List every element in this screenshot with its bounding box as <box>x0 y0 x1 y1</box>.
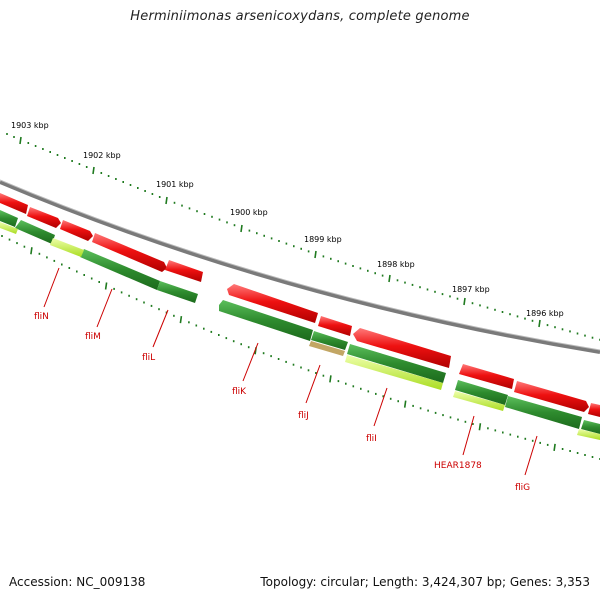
forward-cds[interactable] <box>318 316 352 336</box>
gene-label-flin[interactable]: fliN <box>34 312 49 322</box>
leader-line <box>242 342 259 382</box>
leader-line <box>43 267 60 308</box>
reverse-cds[interactable] <box>347 344 446 383</box>
accession-label: Accession: NC_009138 <box>9 575 146 589</box>
reverse-cds[interactable] <box>581 420 600 434</box>
scale-labels: 1903 kbp 1902 kbp 1901 kbp 1900 kbp 1899… <box>11 121 564 318</box>
leader-line <box>524 435 538 476</box>
label-leaders <box>43 267 538 476</box>
forward-cds[interactable] <box>92 233 167 272</box>
forward-cds[interactable] <box>514 381 589 412</box>
reverse-cds[interactable] <box>311 331 348 350</box>
lime-feature <box>577 429 600 440</box>
scale-label-1899: 1899 kbp <box>304 235 342 244</box>
lime-feature <box>345 355 443 390</box>
gene-labels: fliN fliM fliL fliK fliJ fliI HEAR1878 f… <box>34 312 530 493</box>
forward-strand <box>0 193 600 417</box>
forward-cds[interactable] <box>165 260 203 282</box>
reverse-cds[interactable] <box>80 249 160 290</box>
reverse-cds[interactable] <box>505 396 582 429</box>
genome-summary: Topology: circular; Length: 3,424,307 bp… <box>260 575 590 589</box>
inner-major-tick <box>478 423 482 431</box>
gene-label-flim[interactable]: fliM <box>85 332 101 342</box>
major-tick <box>463 297 466 306</box>
inner-major-tick <box>329 375 332 383</box>
reverse-cds[interactable] <box>219 300 313 341</box>
forward-cds[interactable] <box>27 207 61 228</box>
reverse-cds[interactable] <box>455 380 508 405</box>
inner-major-tick <box>553 443 556 452</box>
gene-label-flig[interactable]: fliG <box>515 483 530 493</box>
scale-label-1897: 1897 kbp <box>452 285 490 294</box>
leader-line <box>152 309 169 348</box>
gene-label-flik[interactable]: fliK <box>232 387 247 397</box>
lime-feature <box>0 222 18 234</box>
reverse-cds[interactable] <box>157 281 198 303</box>
scale-label-1898: 1898 kbp <box>377 260 415 269</box>
gene-label-flii[interactable]: fliI <box>366 434 377 444</box>
tan-feature <box>309 341 345 356</box>
major-tick <box>314 250 317 259</box>
inner-major-tick <box>104 282 108 290</box>
major-tick <box>240 224 243 233</box>
scale-label-1902: 1902 kbp <box>83 151 121 160</box>
gene-label-hear1878[interactable]: HEAR1878 <box>434 461 482 471</box>
scale-label-1903: 1903 kbp <box>11 121 49 130</box>
forward-cds[interactable] <box>0 193 28 214</box>
map-title: Herminiimonas arsenicoxydans, complete g… <box>130 9 470 24</box>
feature-highlights <box>0 222 600 440</box>
leader-line <box>305 364 321 404</box>
inner-tick-ring <box>1 235 600 460</box>
reverse-cds[interactable] <box>15 220 55 244</box>
inner-major-tick <box>403 400 407 408</box>
leader-line <box>462 415 475 456</box>
gene-label-flij[interactable]: fliJ <box>298 411 309 421</box>
leader-line <box>373 387 388 427</box>
genome-backbone-highlight <box>0 179 600 351</box>
scale-label-1896: 1896 kbp <box>526 309 564 318</box>
major-tick <box>19 136 22 145</box>
gene-label-flil[interactable]: fliL <box>142 353 155 363</box>
forward-cds[interactable] <box>227 284 318 323</box>
forward-cds[interactable] <box>588 403 600 417</box>
major-tick <box>538 319 541 328</box>
reverse-cds[interactable] <box>0 210 18 227</box>
inner-major-tick <box>179 315 183 324</box>
forward-cds[interactable] <box>60 220 93 241</box>
lime-feature <box>50 238 84 257</box>
genome-backbone <box>0 180 600 354</box>
major-tick <box>388 274 391 283</box>
major-tick <box>165 196 168 205</box>
lime-feature <box>453 391 505 411</box>
scale-label-1901: 1901 kbp <box>156 180 194 189</box>
inner-major-tick <box>30 247 33 255</box>
forward-cds[interactable] <box>353 328 451 368</box>
leader-line <box>96 288 113 328</box>
scale-ring <box>6 133 600 341</box>
forward-cds[interactable] <box>459 364 514 389</box>
reverse-strand <box>0 210 600 434</box>
scale-label-1900: 1900 kbp <box>230 208 268 217</box>
major-tick <box>92 166 95 175</box>
